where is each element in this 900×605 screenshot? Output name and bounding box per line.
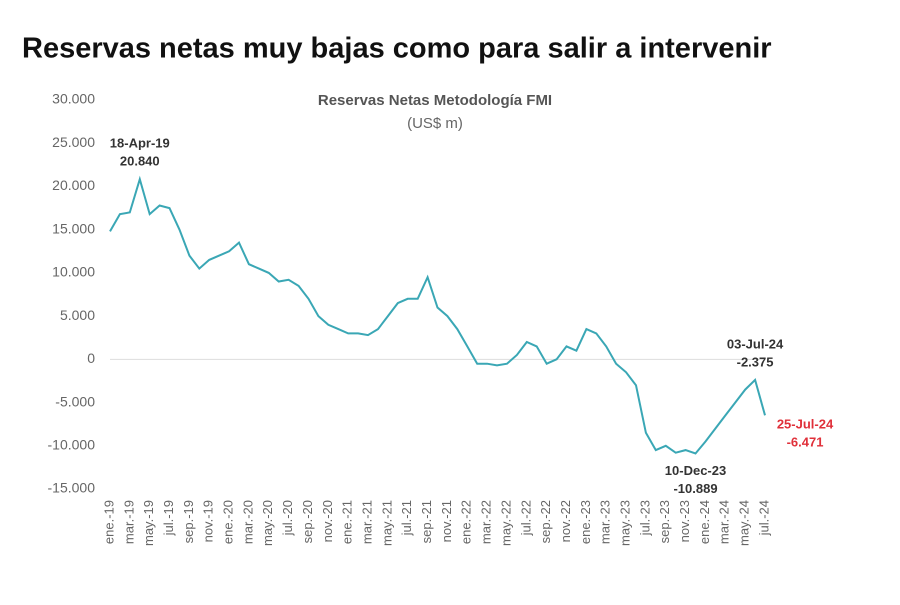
annotation-value: -6.471 — [787, 435, 824, 450]
data-line — [109, 175, 766, 455]
x-tick-label: jul.-20 — [280, 500, 295, 536]
x-tick-label: sep.-20 — [300, 500, 315, 543]
x-tick-label: mar.-20 — [240, 500, 255, 544]
x-tick-label: may.-20 — [260, 500, 275, 546]
x-tick-label: ene.-23 — [578, 500, 593, 544]
x-tick-label: ene.-20 — [221, 500, 236, 544]
annotation-date: 18-Apr-19 — [110, 136, 170, 151]
x-tick-label: ene.-19 — [101, 500, 116, 544]
y-tick-label: 30.000 — [52, 91, 95, 107]
y-tick-label: 25.000 — [52, 134, 95, 150]
x-tick-label: nov.-23 — [677, 500, 692, 542]
y-tick-label: -10.000 — [48, 436, 96, 452]
x-tick-label: jul.-22 — [518, 500, 533, 536]
x-tick-label: may.-24 — [737, 500, 752, 546]
x-tick-label: ene.-22 — [459, 500, 474, 544]
y-tick-label: 15.000 — [52, 220, 95, 236]
y-tick-label: 20.000 — [52, 177, 95, 193]
annotation-date: 25-Jul-24 — [777, 417, 834, 432]
x-tick-label: sep.-19 — [181, 500, 196, 543]
x-tick-label: sep.-23 — [657, 500, 672, 543]
x-tick-label: may.-19 — [141, 500, 156, 546]
page-title: Reservas netas muy bajas como para salir… — [22, 33, 772, 65]
x-tick-label: may.-22 — [498, 500, 513, 546]
y-tick-label: 10.000 — [52, 264, 95, 280]
x-tick-label: nov.-20 — [320, 500, 335, 542]
annotation-date: 03-Jul-24 — [727, 336, 784, 351]
x-tick-label: ene.-24 — [697, 500, 712, 544]
chart-title: Reservas Netas Metodología FMI — [318, 92, 552, 109]
y-tick-label: -5.000 — [55, 393, 95, 409]
x-tick-label: jul.-24 — [756, 500, 771, 536]
annotation-value: -2.375 — [737, 354, 774, 369]
y-tick-label: 5.000 — [60, 307, 95, 323]
x-tick-label: ene.-21 — [340, 500, 355, 544]
x-tick-label: may.-23 — [617, 500, 632, 546]
x-tick-label: nov.-19 — [201, 500, 216, 542]
x-tick-label: sep.-21 — [419, 500, 434, 543]
x-tick-label: mar.-24 — [717, 500, 732, 544]
x-tick-label: mar.-21 — [359, 500, 374, 544]
y-tick-label: 0 — [87, 350, 95, 366]
x-tick-label: jul.-23 — [637, 500, 652, 536]
x-tick-label: nov.-22 — [558, 500, 573, 542]
x-tick-label: may.-21 — [379, 500, 394, 546]
y-tick-label: -15.000 — [48, 480, 96, 496]
x-tick-label: mar.-19 — [121, 500, 136, 544]
x-tick-label: mar.-23 — [598, 500, 613, 544]
x-tick-label: jul.-19 — [161, 500, 176, 536]
x-tick-label: mar.-22 — [479, 500, 494, 544]
x-tick-label: nov.-21 — [439, 500, 454, 542]
x-tick-label: sep.-22 — [538, 500, 553, 543]
annotation-value: 20.840 — [120, 154, 160, 169]
chart-subtitle: (US$ m) — [407, 115, 463, 132]
annotation-value: -10.889 — [673, 481, 717, 496]
annotation-date: 10-Dec-23 — [665, 463, 726, 478]
x-tick-label: jul.-21 — [399, 500, 414, 536]
